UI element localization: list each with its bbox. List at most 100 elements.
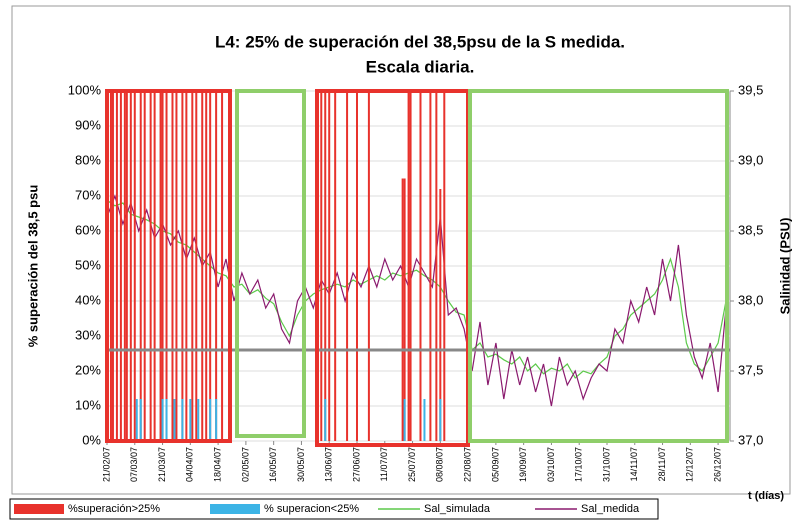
bar: [320, 91, 323, 441]
bar: [403, 178, 406, 441]
bar: [133, 91, 136, 441]
x-tick-label: 31/10/07: [601, 447, 611, 482]
bar: [324, 399, 327, 441]
bar: [209, 399, 212, 441]
bar: [195, 91, 198, 441]
y2-axis-label: Salinidad (PSU): [777, 218, 792, 315]
x-tick-label: 04/04/07: [185, 447, 195, 482]
bar: [159, 91, 162, 441]
x-tick-label: 22/08/07: [462, 447, 472, 482]
bar: [153, 91, 156, 441]
bar: [119, 91, 122, 441]
plot: 0% 10% 20% 30% 40% 50% 60% 70% 80% 90% 100% 37,0 37,…: [68, 82, 764, 482]
x-tick-label: 13/06/07: [324, 447, 334, 482]
highlight-box: [105, 89, 232, 443]
x-tick-label: 07/03/07: [129, 447, 139, 482]
y-tick-label: 70%: [75, 187, 101, 202]
bar: [161, 399, 164, 441]
y2-tick-label: 38,0: [738, 292, 763, 307]
bar: [135, 399, 138, 441]
bar: [439, 399, 442, 441]
x-tick-label: 17/10/07: [574, 447, 584, 482]
x-tick-label: 30/05/07: [296, 447, 306, 482]
y-tick-label: 90%: [75, 117, 101, 132]
bar: [401, 178, 404, 441]
x-axis-label: t (días): [748, 490, 784, 502]
x-tick-label: 12/12/07: [685, 447, 695, 482]
bar: [189, 399, 192, 441]
y2-tick-label: 37,5: [738, 362, 763, 377]
bar: [328, 91, 331, 441]
bar: [409, 91, 412, 441]
bar: [139, 399, 142, 441]
legend-swatch: [14, 504, 64, 514]
bar: [173, 399, 176, 441]
y2-tick-label: 39,0: [738, 152, 763, 167]
bar: [403, 399, 406, 441]
bar: [215, 399, 218, 441]
legend-swatch: [210, 504, 260, 514]
x-tick-label: 25/07/07: [407, 447, 417, 482]
x-tick-label: 21/03/07: [157, 447, 167, 482]
x-tick-label: 03/10/07: [546, 447, 556, 482]
bar: [367, 91, 370, 441]
bar: [109, 91, 112, 441]
bar: [123, 91, 126, 441]
bar: [171, 91, 174, 441]
x-tick-label: 21/02/07: [101, 447, 111, 482]
legend-item: Sal_simulada: [378, 503, 491, 515]
bar: [165, 91, 168, 441]
bar: [346, 91, 349, 441]
bar: [175, 91, 178, 441]
x-tick-label: 18/04/07: [212, 447, 222, 482]
bar: [129, 91, 132, 441]
y-tick-label: 30%: [75, 327, 101, 342]
chart-subtitle: Escala diaria.: [366, 57, 475, 76]
y-tick-label: 40%: [75, 292, 101, 307]
y-tick-label: 50%: [75, 257, 101, 272]
bar: [355, 91, 358, 441]
y-tick-label: 60%: [75, 222, 101, 237]
bar: [161, 91, 164, 441]
bar: [324, 91, 327, 441]
y-tick-label: 10%: [75, 397, 101, 412]
legend-label: % superacion<25%: [264, 503, 359, 515]
y-tick-label: 80%: [75, 152, 101, 167]
bar: [209, 91, 212, 441]
x-tick-label: 26/12/07: [712, 447, 722, 482]
x-tick-label: 19/09/07: [518, 447, 528, 482]
chart-title: L4: 25% de superación del 38,5psu de la …: [215, 32, 625, 51]
bar: [143, 91, 146, 441]
bar: [407, 91, 410, 441]
bar: [419, 91, 422, 441]
x-tick-label: 05/09/07: [490, 447, 500, 482]
y2-tick-label: 39,5: [738, 82, 763, 97]
legend-item: %superación>25%: [14, 503, 160, 515]
bar: [125, 91, 128, 441]
legend-label: Sal_simulada: [424, 503, 491, 515]
legend-item: Sal_medida: [535, 503, 640, 515]
bar: [181, 91, 184, 441]
bar: [165, 399, 168, 441]
bar: [423, 399, 426, 441]
bar: [215, 91, 218, 441]
legend-box: [9, 498, 659, 520]
x-tick-label: 08/08/07: [435, 447, 445, 482]
annotation-boxes: [105, 89, 729, 447]
y-axis-label: % superación del 38,5 psu: [25, 185, 40, 348]
bar: [429, 91, 432, 441]
bar: [115, 91, 118, 441]
x-tick-label: 02/05/07: [240, 447, 250, 482]
x-tick-label: 11/07/07: [379, 447, 389, 481]
legend-label: Sal_medida: [581, 503, 640, 515]
bar: [181, 399, 184, 441]
bar: [185, 91, 188, 441]
y2-tick-label: 37,0: [738, 432, 763, 447]
x-tick-label: 16/05/07: [268, 447, 278, 482]
x-tick-label: 28/11/07: [657, 447, 667, 481]
bar: [439, 189, 442, 441]
bar: [205, 91, 208, 441]
bar: [443, 91, 446, 441]
